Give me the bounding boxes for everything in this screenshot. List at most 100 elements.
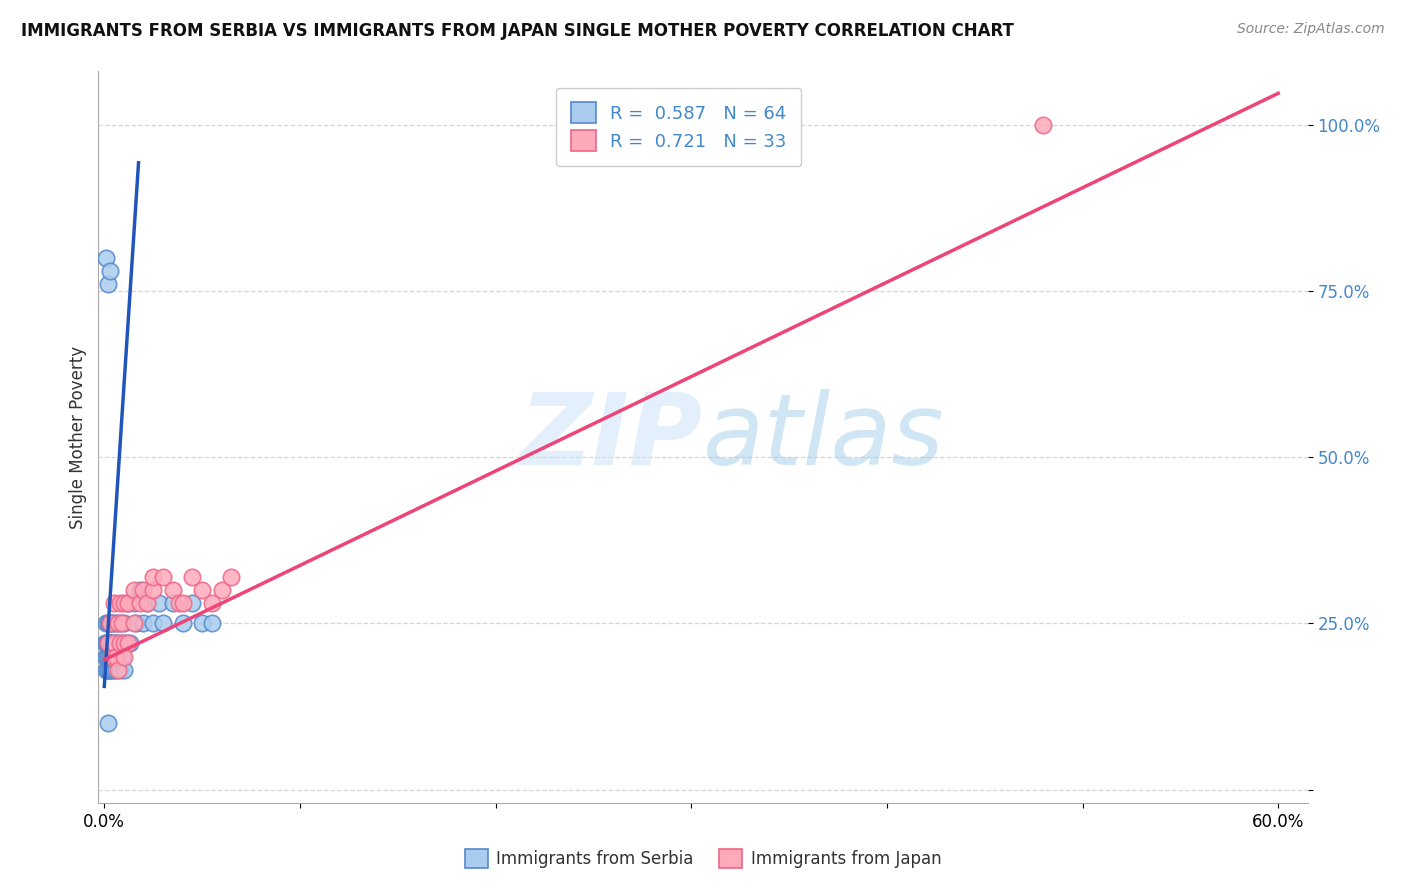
Point: [107, 636, 129, 650]
Point: [111, 636, 134, 650]
Point: [97, 636, 120, 650]
Point: [101, 616, 124, 631]
Point: [96, 251, 118, 265]
Point: [107, 616, 129, 631]
Point: [108, 596, 131, 610]
Point: [96, 663, 118, 677]
Point: [105, 649, 128, 664]
Point: [201, 596, 224, 610]
Point: [111, 616, 134, 631]
Point: [122, 596, 145, 610]
Point: [103, 636, 125, 650]
Point: [96, 616, 118, 631]
Point: [112, 596, 135, 610]
Point: [148, 596, 170, 610]
Point: [101, 649, 124, 664]
Point: [152, 616, 174, 631]
Point: [162, 582, 184, 597]
Point: [191, 582, 214, 597]
Point: [98, 663, 121, 677]
Point: [96, 649, 118, 664]
Point: [142, 570, 165, 584]
Point: [118, 636, 141, 650]
Point: [108, 663, 131, 677]
Point: [103, 616, 125, 631]
Point: [103, 663, 125, 677]
Point: [1032, 118, 1054, 132]
Point: [162, 596, 184, 610]
Point: [97, 663, 120, 677]
Point: [96, 636, 118, 650]
Point: [98, 636, 121, 650]
Point: [114, 636, 136, 650]
Point: [94, 636, 117, 650]
Point: [142, 616, 165, 631]
Point: [98, 636, 121, 650]
Point: [105, 663, 128, 677]
Point: [117, 596, 139, 610]
Point: [117, 636, 139, 650]
Point: [181, 570, 204, 584]
Point: [117, 596, 139, 610]
Point: [98, 636, 121, 650]
Point: [103, 636, 125, 650]
Point: [172, 616, 194, 631]
Point: [107, 663, 129, 677]
Point: [221, 570, 243, 584]
Point: [98, 616, 121, 631]
Point: [108, 616, 131, 631]
Point: [136, 596, 159, 610]
Point: [108, 636, 131, 650]
Point: [211, 582, 233, 597]
Point: [128, 582, 150, 597]
Point: [128, 596, 150, 610]
Point: [111, 649, 134, 664]
Point: [97, 716, 120, 731]
Point: [96, 636, 118, 650]
Point: [132, 616, 155, 631]
Point: [98, 649, 121, 664]
Text: atlas: atlas: [703, 389, 945, 485]
Point: [94, 649, 117, 664]
Point: [112, 663, 135, 677]
Point: [103, 596, 125, 610]
Point: [112, 649, 135, 664]
Point: [142, 582, 165, 597]
Point: [97, 277, 120, 292]
Point: [191, 616, 214, 631]
Point: [98, 264, 121, 278]
Point: [105, 636, 128, 650]
Point: [97, 616, 120, 631]
Point: [122, 582, 145, 597]
Point: [201, 616, 224, 631]
Point: [97, 636, 120, 650]
Point: [97, 649, 120, 664]
Point: [97, 663, 120, 677]
Point: [136, 596, 159, 610]
Point: [172, 596, 194, 610]
Point: [112, 616, 135, 631]
Legend: Immigrants from Serbia, Immigrants from Japan: Immigrants from Serbia, Immigrants from …: [458, 842, 948, 875]
Point: [98, 616, 121, 631]
Text: IMMIGRANTS FROM SERBIA VS IMMIGRANTS FROM JAPAN SINGLE MOTHER POVERTY CORRELATIO: IMMIGRANTS FROM SERBIA VS IMMIGRANTS FRO…: [21, 22, 1014, 40]
Point: [97, 649, 120, 664]
Point: [96, 649, 118, 664]
Point: [124, 616, 146, 631]
Legend: R =  0.587   N = 64, R =  0.721   N = 33: R = 0.587 N = 64, R = 0.721 N = 33: [557, 87, 801, 166]
Point: [101, 649, 124, 664]
Point: [98, 616, 121, 631]
Point: [101, 636, 124, 650]
Point: [132, 582, 155, 597]
Point: [105, 616, 128, 631]
Point: [112, 636, 135, 650]
Point: [97, 636, 120, 650]
Point: [98, 663, 121, 677]
Point: [98, 649, 121, 664]
Y-axis label: Single Mother Poverty: Single Mother Poverty: [69, 345, 87, 529]
Point: [103, 649, 125, 664]
Point: [107, 649, 129, 664]
Point: [101, 649, 124, 664]
Text: Source: ZipAtlas.com: Source: ZipAtlas.com: [1237, 22, 1385, 37]
Point: [152, 570, 174, 584]
Point: [181, 596, 204, 610]
